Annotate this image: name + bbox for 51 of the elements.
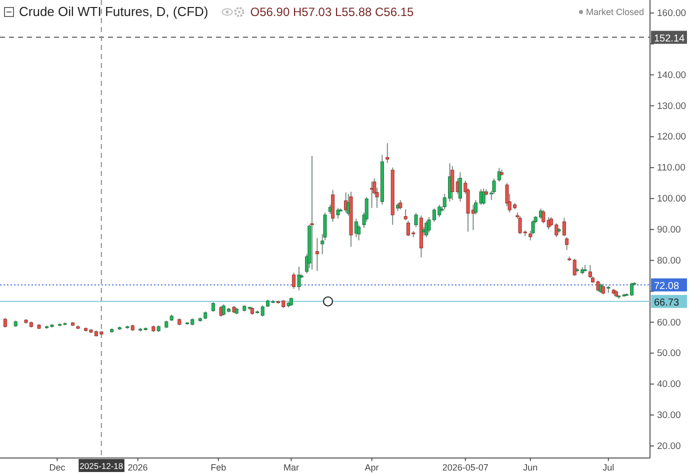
candlestick (315, 238, 319, 272)
candlestick (414, 212, 418, 228)
candlestick (562, 217, 566, 237)
y-tick-label: 160.00 (657, 8, 686, 20)
y-tick-label: 140.00 (657, 70, 686, 81)
candlestick (398, 200, 402, 210)
y-tick-label: 50.00 (657, 348, 681, 360)
annotation: Market Closed (586, 7, 644, 17)
candlestick (211, 302, 215, 312)
ref-line-label: 2025-12-18 (80, 461, 124, 471)
candlestick (458, 172, 462, 202)
candlestick (588, 264, 592, 279)
x-tick-label: 2026 (128, 462, 148, 472)
x-tick-label: 2026-05-07 (442, 462, 488, 472)
y-tick-label: 60.00 (657, 317, 681, 328)
candlestick (292, 272, 296, 290)
y-tick-label: 20.00 (657, 440, 681, 452)
y-tick-label: 40.00 (657, 379, 681, 390)
x-tick-label: Feb (210, 462, 226, 472)
ref-line-label: 152.14 (654, 33, 686, 44)
candlestick (572, 258, 576, 276)
candlestick (497, 167, 501, 182)
candlestick (404, 208, 408, 221)
candlestick (331, 189, 335, 222)
x-tick-label: Dec (49, 462, 66, 472)
candlestick (336, 207, 340, 220)
chart-title: Crude Oil WTI Futures, D, (CFD) (19, 4, 208, 19)
y-tick-label: 120.00 (657, 132, 686, 143)
ref-line-label: 72.08 (654, 280, 680, 292)
x-tick-label: Mar (283, 462, 299, 472)
y-tick-label: 110.00 (657, 162, 686, 174)
y-tick-label: 100.00 (657, 194, 686, 205)
candlestick (260, 304, 264, 317)
candlestick (3, 317, 7, 328)
x-tick-label: Jun (523, 462, 538, 472)
y-tick-label: 130.00 (657, 100, 686, 112)
candlestick (310, 155, 314, 270)
y-tick-label: 90.00 (657, 224, 681, 236)
x-tick-label: Apr (364, 462, 379, 472)
candlestick (542, 209, 546, 224)
candlestick (482, 188, 486, 206)
candlestick (386, 142, 390, 164)
y-tick-label: 30.00 (657, 410, 681, 422)
chart-subtitle: O56.90 H57.03 L55.88 C56.15 (250, 5, 414, 19)
candlestick (450, 166, 454, 201)
candlestick (565, 236, 569, 250)
candlestick (297, 266, 301, 291)
ref-line-label: 66.73 (654, 297, 680, 308)
x-tick-label: Jul (602, 462, 614, 472)
y-tick-label: 80.00 (657, 255, 681, 266)
candlestick (219, 306, 223, 318)
